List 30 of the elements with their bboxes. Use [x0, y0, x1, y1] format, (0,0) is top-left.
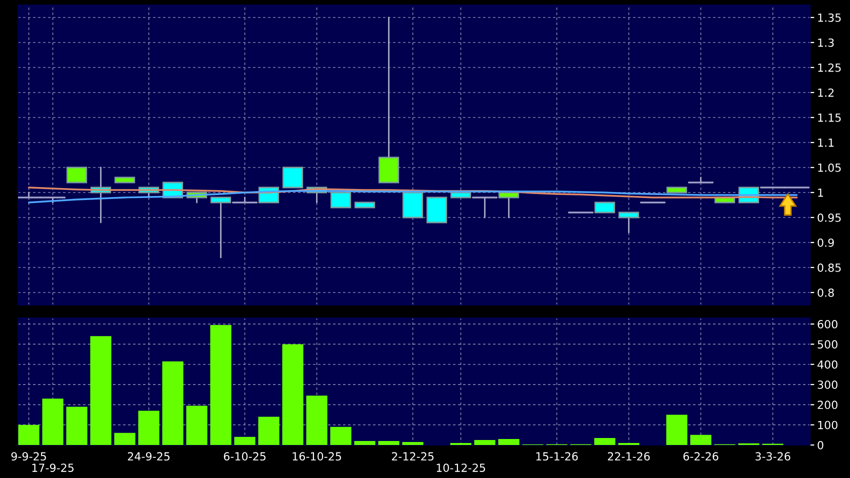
y-tick-label: 1.15 — [818, 114, 841, 122]
y-tick-label: 1.25 — [818, 63, 841, 72]
y-tick-label: 1.3 — [818, 38, 834, 47]
y-tick-label: 1.35 — [818, 13, 841, 22]
y-tick-label: 1.05 — [818, 163, 841, 172]
y-tick-label: 0.9 — [818, 238, 834, 247]
y-tick-label: 500 — [818, 340, 838, 349]
y-tick-label: 200 — [818, 400, 838, 410]
y-tick-label: 400 — [817, 360, 838, 369]
x-tick-label: 3-3-26 — [756, 452, 790, 461]
x-tick-label: 15-1-26 — [536, 452, 578, 461]
y-tick-label: 0.95 — [818, 213, 841, 222]
x-tick-label: 10-12-25 — [436, 464, 486, 472]
y-tick-label: 600 — [818, 320, 838, 328]
y-tick-label: 1 — [818, 188, 823, 197]
x-tick-label: 9-9-25 — [11, 452, 46, 461]
y-tick-label: 1.2 — [818, 88, 834, 97]
y-tick-label: 1.1 — [818, 138, 834, 147]
x-tick-label: 24-9-25 — [128, 452, 170, 461]
x-tick-label: 2-12-25 — [392, 452, 434, 461]
y-tick-label: 100 — [818, 420, 838, 430]
x-tick-label: 22-1-26 — [608, 452, 650, 461]
y-tick-label: 0.8 — [818, 288, 834, 297]
x-tick-label: 16-10-25 — [292, 452, 342, 461]
y-tick-label: 300 — [818, 380, 838, 389]
x-tick-label: 6-2-26 — [683, 452, 718, 461]
y-tick-label: 0.85 — [818, 263, 841, 272]
y-tick-label: 0 — [818, 440, 824, 450]
x-tick-label: 17-9-25 — [32, 464, 74, 472]
x-tick-label: 6-10-25 — [224, 452, 266, 461]
